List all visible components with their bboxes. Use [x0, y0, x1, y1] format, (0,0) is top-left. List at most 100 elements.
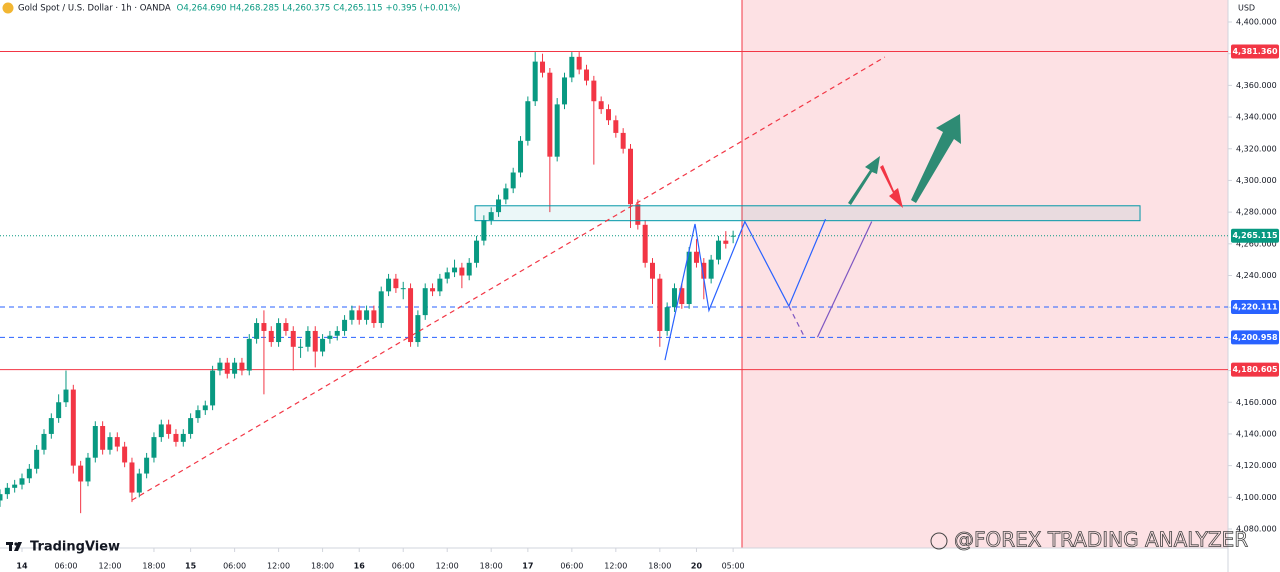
drawing-line [664, 218, 827, 361]
candle-body [415, 315, 421, 343]
brand: TradingView [30, 540, 120, 555]
candle-body [613, 120, 619, 133]
up-arrow-large [911, 114, 961, 203]
candle-body [627, 148, 633, 205]
candle-body [0, 494, 3, 501]
candle-body [100, 426, 106, 450]
y-tick-label: 4,260.000 [1236, 239, 1277, 248]
x-tick-label: 06:00 [223, 562, 246, 571]
y-tick-label: 4,400.000 [1236, 18, 1277, 27]
x-tick-label: 12:00 [267, 562, 290, 571]
price-labels-layer: 4,381.360 4,265.115 4,220.111 4,200.958 4,18… [1231, 44, 1279, 377]
candle-body [730, 235, 736, 237]
x-tick-label: 18:00 [480, 562, 503, 571]
level-label: 4,180.605 [1232, 365, 1277, 374]
candle-body [371, 310, 377, 324]
candle-body [430, 288, 436, 292]
x-tick-label: 14 [16, 562, 28, 571]
drawing-line [816, 221, 873, 338]
drawings-layer [131, 56, 1141, 501]
candle-body [334, 330, 340, 336]
candle-body [584, 69, 590, 81]
candle-body [268, 330, 274, 343]
candle-body [693, 251, 699, 263]
level-label: 4,265.115 [1232, 231, 1277, 240]
candle-body [217, 362, 223, 371]
candle-body [129, 462, 135, 493]
x-tick-label: 18:00 [142, 562, 165, 571]
header: Gold Spot / U.S. Dollar · 1h · OANDA O4,2… [18, 4, 460, 14]
candle-body [261, 323, 267, 331]
candle-body [649, 262, 655, 279]
change: +0.395 (+0.01%) [385, 4, 460, 14]
y-tick-label: 4,280.000 [1236, 208, 1277, 217]
candle-body [518, 140, 524, 173]
brand-logo [6, 542, 22, 551]
candle-body [444, 272, 450, 279]
level-label-box [1231, 44, 1279, 59]
level-label-box [1231, 330, 1279, 345]
candle-body [510, 172, 516, 189]
candle-body [701, 262, 707, 279]
future-zone [742, 0, 1228, 548]
y-tick-label: 4,160.000 [1236, 398, 1277, 407]
x-tick-label: 18:00 [648, 562, 671, 571]
candle-body [188, 418, 194, 434]
level-label-box [1231, 362, 1279, 377]
candle-body [56, 402, 62, 419]
candle-body [452, 267, 458, 273]
candle-body [459, 267, 465, 276]
level-label: 4,381.360 [1232, 47, 1277, 56]
x-tick-label: 06:00 [560, 562, 583, 571]
candle-body [136, 473, 142, 493]
candle-body [254, 323, 260, 339]
candle-body [232, 362, 238, 374]
candle-body [547, 72, 553, 157]
candle-body [686, 251, 692, 305]
candle-body [327, 335, 333, 339]
lines-layer [0, 51, 1228, 371]
candle-body [620, 132, 626, 149]
candle-body [576, 56, 582, 70]
down-arrow [880, 165, 903, 208]
candle-body [19, 478, 25, 485]
y-tick-label: 4,360.000 [1236, 81, 1277, 90]
currency: USD [1238, 4, 1255, 13]
candle-body [437, 278, 443, 292]
candle-body [239, 362, 245, 371]
x-tick-label: 20 [691, 562, 703, 571]
level-label-box [1231, 300, 1279, 315]
x-tick-label: 06:00 [54, 562, 77, 571]
x-tick-label: 15 [185, 562, 197, 571]
candle-body [525, 101, 531, 141]
candle-body [107, 437, 113, 450]
candle-body [202, 405, 208, 411]
candle-body [158, 424, 164, 438]
candle-body [474, 240, 480, 263]
candle-body [378, 291, 384, 324]
candle-body [723, 240, 729, 244]
candle-body [48, 418, 54, 434]
candle-body [540, 61, 546, 73]
candle-body [114, 437, 120, 447]
candle-body [320, 338, 326, 352]
candle-body [562, 77, 568, 105]
symbol-icon [2, 2, 14, 14]
ohlc-value: L4,260.375 [282, 4, 330, 14]
candle-body [180, 433, 186, 442]
candle-body [312, 330, 318, 352]
candle-body [422, 288, 428, 316]
candle-body [503, 188, 509, 200]
candle-body [63, 389, 69, 403]
candle-body [591, 80, 597, 102]
candle-body [393, 278, 399, 289]
ohlc-value: H4,268.285 [230, 4, 280, 14]
candle-body [671, 288, 677, 308]
y-tick-label: 4,240.000 [1236, 271, 1277, 280]
level-label: 4,220.111 [1232, 303, 1277, 312]
candle-body [481, 220, 487, 241]
candle-body [78, 465, 84, 482]
candle-body [298, 346, 304, 348]
x-tick-label: 12:00 [98, 562, 121, 571]
